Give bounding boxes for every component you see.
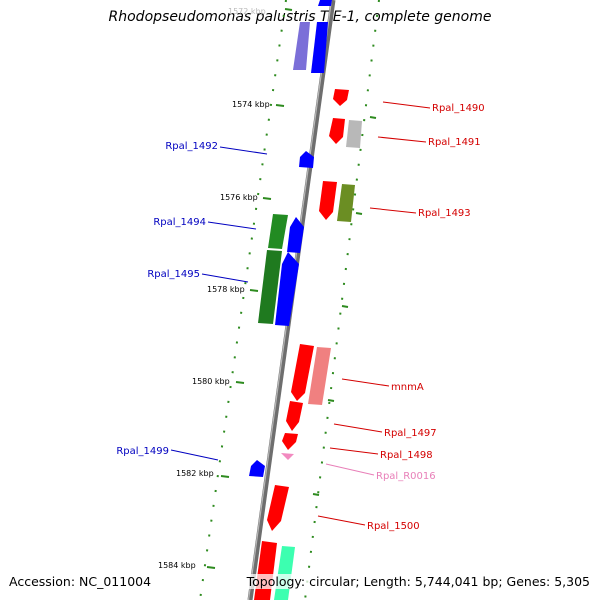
gene-label-rpal-1499: Rpal_1499 <box>116 446 169 457</box>
gene-label-rpal-1498: Rpal_1498 <box>380 450 433 461</box>
map-title: Rhodopseudomonas palustris TIE-1, comple… <box>108 9 492 25</box>
gene-arrow <box>308 347 331 405</box>
major-ticks <box>206 8 293 569</box>
gene-arrow-rpal-1494 <box>287 217 304 253</box>
gene-label-rpal-1497: Rpal_1497 <box>384 428 437 439</box>
accession-label: Accession: NC_011004 <box>9 574 152 589</box>
gene-arrow <box>346 120 362 148</box>
gene-label-rpal-1493: Rpal_1493 <box>418 208 471 219</box>
gene-features <box>249 0 362 600</box>
tick-label-1580: 1580 kbp <box>192 377 230 386</box>
label-leaders <box>170 101 431 526</box>
gene-arrow <box>274 546 295 600</box>
tick-label-1572: 1572 kbp <box>228 7 266 16</box>
gene-arrow-rpal-1491 <box>329 118 345 144</box>
gene-arrow-rpal-1490 <box>333 89 349 106</box>
gene-label-rpal-1491: Rpal_1491 <box>428 137 481 148</box>
genome-summary: Topology: circular; Length: 5,744,041 bp… <box>246 574 590 589</box>
tick-label-1584: 1584 kbp <box>158 561 196 570</box>
gene-label-rpal-1494: Rpal_1494 <box>153 217 206 228</box>
tick-label-1574: 1574 kbp <box>232 100 270 109</box>
tick-label-1578: 1578 kbp <box>207 285 245 294</box>
tick-label-1576: 1576 kbp <box>220 193 258 202</box>
gene-arrow <box>268 214 288 249</box>
gene-arrow <box>318 0 332 6</box>
gene-arrow-rpal-1500 <box>267 485 289 531</box>
gene-label-rpal-1500: Rpal_1500 <box>367 521 420 532</box>
gene-arrow-rpal-1493 <box>319 181 337 220</box>
gene-arrow-rpal-r0016 <box>281 453 294 460</box>
gene-arrow-rpal-1498 <box>282 433 298 450</box>
gene-arrow <box>293 22 310 70</box>
gene-label-rpal-1490: Rpal_1490 <box>432 103 485 114</box>
gene-arrow-rpal-1499 <box>249 460 265 477</box>
tick-label-1582: 1582 kbp <box>176 469 214 478</box>
gene-arrow <box>258 250 282 324</box>
gene-arrow <box>311 22 328 73</box>
gene-label-rpal-1492: Rpal_1492 <box>165 141 218 152</box>
gene-label-mnma: mnmA <box>391 382 424 393</box>
gene-arrow <box>337 184 355 222</box>
gene-arrow-rpal-1497 <box>286 401 303 431</box>
gene-arrow-rpal-1492 <box>299 151 314 168</box>
gene-arrow-rpal-1495 <box>275 252 299 326</box>
gene-arrow-mnma <box>291 344 314 401</box>
gene-label-rpal-1495: Rpal_1495 <box>147 269 200 280</box>
gene-label-rpal-r0016: Rpal_R0016 <box>376 471 436 482</box>
